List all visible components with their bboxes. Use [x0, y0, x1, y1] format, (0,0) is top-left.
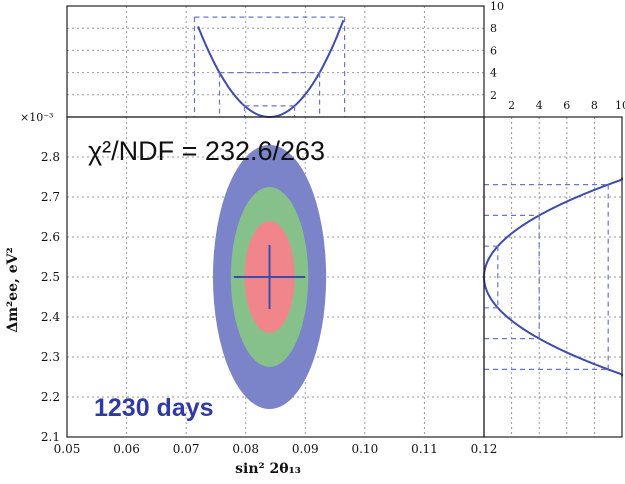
- y-tick-label: 2.3: [41, 350, 60, 364]
- x-tick-label: 0.05: [54, 442, 81, 456]
- top-panel-grid: [66, 5, 485, 117]
- y-tick-label: 2.4: [41, 310, 60, 324]
- y-tick-label: 2.5: [41, 270, 60, 284]
- y-axis-label: Δm²ee, eV²: [5, 247, 21, 332]
- y-tick-label: 2.2: [41, 390, 60, 404]
- days-badge: 1230 days: [94, 394, 214, 422]
- tick-labels: 0.05 0.06 0.07 0.08 0.09 0.10 0.11 0.12 2.1 2.2 2.…: [41, 0, 625, 456]
- x-tick-label: 0.06: [113, 442, 140, 456]
- right-x-tick-label: 8: [591, 99, 598, 112]
- x-tick-label: 0.10: [351, 442, 378, 456]
- x-tick-label: 0.12: [471, 442, 498, 456]
- top-y-tick-label: 4: [490, 67, 497, 80]
- top-y-tick-label: 10: [490, 0, 504, 13]
- right-x-tick-label: 2: [508, 99, 515, 112]
- right-panel-grid: [484, 117, 623, 438]
- x-tick-label: 0.11: [411, 442, 438, 456]
- top-projection-curve: [193, 16, 346, 118]
- panel-frames: [66, 5, 623, 438]
- y-tick-label: 2.8: [41, 150, 60, 164]
- y-tick-label: 2.7: [41, 190, 60, 204]
- best-fit-marker: [233, 245, 306, 309]
- top-y-tick-label: 6: [490, 44, 497, 57]
- x-tick-label: 0.08: [232, 442, 259, 456]
- chi2-ndf-annotation: χ²/NDF = 232.6/263: [88, 136, 325, 166]
- right-frame: [483, 116, 623, 438]
- x-tick-label: 0.07: [173, 442, 200, 456]
- y-tick-label: 2.1: [41, 430, 60, 444]
- top-frame: [66, 5, 485, 118]
- x-tick-label: 0.09: [292, 442, 319, 456]
- right-x-tick-label: 6: [563, 99, 570, 112]
- y-multiplier-label: ×10⁻³: [20, 111, 53, 124]
- right-x-tick-label: 10: [615, 99, 625, 112]
- y-tick-label: 2.6: [41, 230, 60, 244]
- right-x-tick-label: 4: [536, 99, 543, 112]
- top-y-tick-label: 2: [490, 89, 497, 102]
- x-axis-label: sin² 2θ₁₃: [235, 461, 301, 477]
- top-y-tick-label: 8: [490, 22, 497, 35]
